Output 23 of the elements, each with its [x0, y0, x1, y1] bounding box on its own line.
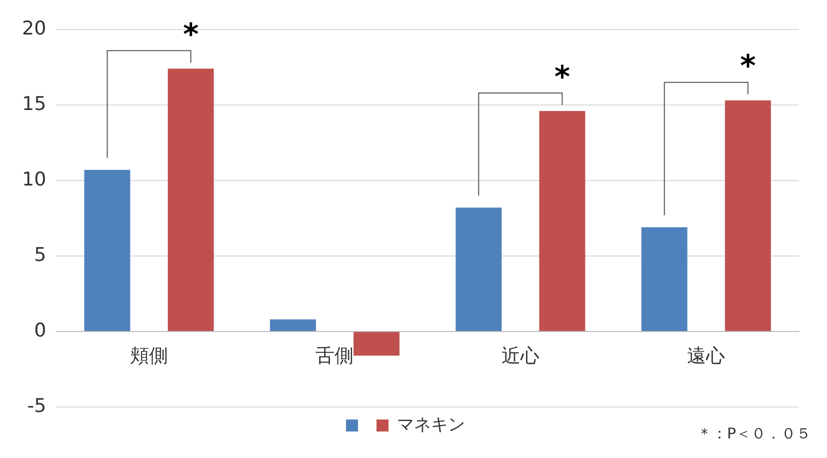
bar	[354, 332, 400, 356]
annotation: *	[554, 60, 570, 95]
bar	[168, 68, 214, 331]
y-tick-label: 20	[22, 17, 46, 40]
legend-label: マネキン	[397, 414, 465, 435]
y-tick-label: -5	[27, 394, 46, 417]
x-tick-label: 頬側	[130, 344, 168, 367]
annotation: *	[182, 17, 199, 52]
x-tick-label: 近心	[501, 344, 540, 367]
y-tick-label: 5	[34, 244, 46, 266]
bar	[641, 227, 688, 331]
bar	[84, 170, 130, 331]
annotation: *	[740, 49, 756, 84]
y-tick-label: 15	[22, 92, 46, 115]
bar	[724, 100, 771, 331]
bar	[270, 319, 316, 331]
y-tick-label: 0	[34, 319, 46, 342]
y-tick-label: 10	[22, 168, 46, 190]
bar	[456, 208, 502, 331]
text: ＊：P＜０．０５	[696, 424, 811, 442]
x-tick-label: 遠心	[687, 344, 726, 367]
x-tick-label: 舌側	[316, 344, 354, 367]
bar	[539, 110, 586, 331]
